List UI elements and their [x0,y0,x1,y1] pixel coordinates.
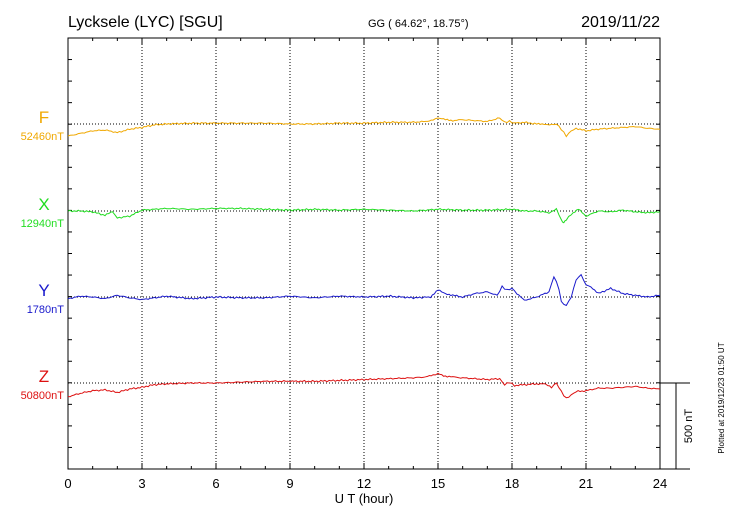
series-name-f: F [39,108,49,127]
x-tick-label: 0 [64,476,71,491]
series-baseline-z: 50800nT [21,390,65,402]
series-baseline-y: 1780nT [27,304,65,316]
scale-bar: 500 nT [660,382,695,470]
series-line-f [67,117,661,138]
x-axis-label: U T (hour) [335,491,394,506]
scale-bar-label: 500 nT [683,409,695,444]
station-coordinates: GG ( 64.62°, 18.75°) [368,18,469,30]
series-labels: F 52460nT X 12940nT Y 1780nT Z 50800nT [21,108,65,402]
x-tick-label: 24 [653,476,667,491]
series-baseline-f: 52460nT [21,131,65,143]
x-tick-label: 6 [212,476,219,491]
x-tick-label: 3 [138,476,145,491]
series-line-y [67,273,661,307]
x-tick-label: 9 [286,476,293,491]
series-name-y: Y [38,281,49,300]
x-tick-label: 15 [431,476,445,491]
grid [68,38,660,469]
series-line-z [67,372,661,399]
x-tick-label: 18 [505,476,519,491]
series-line-x [67,207,661,224]
x-tick-label: 21 [579,476,593,491]
series-name-z: Z [39,367,49,386]
series-baseline-x: 12940nT [21,218,65,230]
x-tick-label: 12 [357,476,371,491]
series-name-x: X [38,195,49,214]
station-title: Lycksele (LYC) [SGU] [68,14,223,31]
date-label: 2019/11/22 [581,14,660,31]
axis-ticks: 0 3 6 9 12 15 18 21 24 [64,37,667,491]
series-group [67,117,661,399]
plotted-timestamp: Plotted at 2019/12/23 01:50 UT [717,342,726,453]
